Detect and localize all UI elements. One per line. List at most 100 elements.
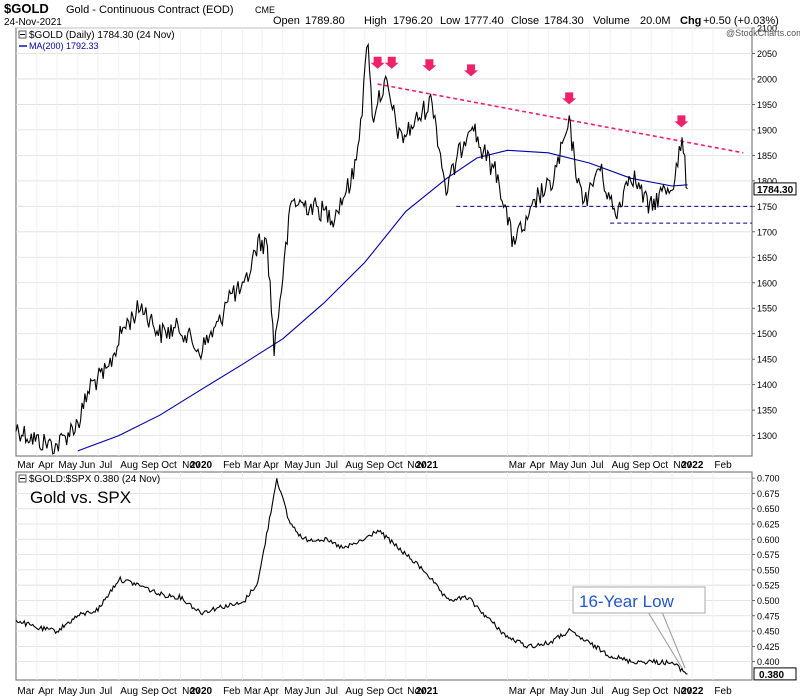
price-x-tick-label: Jun [571, 460, 587, 471]
price-x-tick-label: Jul [325, 460, 338, 471]
ratio-x-tick-label: Jul [591, 686, 604, 697]
ratio-tick-label: 0.400 [757, 657, 780, 667]
ratio-tick-label: 0.500 [757, 596, 780, 606]
price-badge-value: 1784.30 [757, 185, 794, 196]
price-x-tick-label: 2021 [416, 460, 439, 471]
callout-leader-line-2 [661, 611, 686, 669]
price-tick-label: 1700 [757, 227, 777, 237]
price-legend: $GOLD (Daily) 1784.30 (24 Nov) MA(200) 1… [18, 30, 175, 51]
price-x-tick-label: Aug [120, 460, 138, 471]
ma200-line [77, 149, 688, 452]
ratio-x-tick-label: 2022 [681, 686, 704, 697]
ratio-x-tick-label: Oct [161, 686, 177, 697]
price-x-tick-label: Oct [161, 460, 177, 471]
price-x-tick-label: Apr [263, 460, 279, 471]
price-x-tick-label: May [550, 460, 569, 471]
down-arrow-icon [422, 59, 437, 72]
price-last-value-badge: 1784.30 [753, 182, 797, 196]
ratio-x-tick-label: Mar [244, 686, 262, 697]
callout-box [572, 586, 706, 614]
price-x-tick-label: May [284, 460, 303, 471]
price-x-tick-label: Sep [366, 460, 384, 471]
price-x-tick-label: Nov [673, 460, 691, 471]
header-high-label: High [364, 15, 387, 27]
ratio-tick-label: 0.600 [757, 535, 780, 545]
callout-leader-line [647, 611, 683, 669]
price-tick-label: 1350 [757, 406, 777, 416]
ratio-x-tick-label: Sep [632, 686, 650, 697]
price-x-tick-label: Aug [345, 460, 363, 471]
gold-spx-ratio-line [15, 478, 688, 675]
ratio-x-tick-label: May [550, 686, 569, 697]
ratio-tick-label: 0.550 [757, 565, 780, 575]
price-x-tick-label: Jul [591, 460, 604, 471]
header-open-label: Open [273, 15, 300, 27]
price-x-tick-label: Mar [244, 460, 262, 471]
ratio-tick-label: 0.525 [757, 581, 780, 591]
down-arrow-icon [384, 56, 399, 69]
ratio-tick-label: 0.575 [757, 550, 780, 560]
price-tick-label: 1650 [757, 253, 777, 263]
ratio-x-tick-label: Jul [325, 686, 338, 697]
ratio-tick-label: 0.475 [757, 611, 780, 621]
ratio-x-tick-label: Nov [407, 686, 425, 697]
price-x-tick-label: Nov [182, 460, 200, 471]
down-arrow-icon [674, 115, 689, 128]
ratio-badge-box [753, 667, 797, 681]
ratio-badge-value: 0.380 [759, 670, 784, 681]
header-volume-value: 20.0M [640, 15, 671, 27]
price-x-tick-label: Jun [79, 460, 95, 471]
ratio-x-tick-label: Apr [263, 686, 279, 697]
header-chg-label: Chg [680, 15, 701, 27]
price-tick-label: 1500 [757, 329, 777, 339]
down-arrow-icon [370, 56, 385, 69]
price-tick-label: 1950 [757, 100, 777, 110]
ratio-x-tick-label: Mar [509, 686, 527, 697]
price-tick-label: 1550 [757, 304, 777, 314]
ratio-tick-label: 0.625 [757, 520, 780, 530]
header-low-label: Low [440, 15, 460, 27]
price-grid [16, 27, 752, 456]
watermark: @StockCharts.com [726, 28, 800, 38]
price-x-tick-label: May [58, 460, 77, 471]
price-tick-label: 1600 [757, 278, 777, 288]
price-x-tick-label: 2022 [681, 460, 704, 471]
ratio-x-tick-label: May [284, 686, 303, 697]
price-tick-label: 1450 [757, 355, 777, 365]
header-close-value: 1784.30 [544, 15, 584, 27]
ratio-panel: 0.400 0.425 0.450 0.475 0.500 0.525 0.550 0.575… [15, 471, 797, 681]
legend-swatch-gold [18, 30, 27, 39]
ratio-y-ticks: 0.400 0.425 0.450 0.475 0.500 0.525 0.550 0.575… [752, 474, 780, 667]
price-x-tick-label: Nov [407, 460, 425, 471]
price-tick-label: 1400 [757, 380, 777, 390]
header-name: Gold - Continuous Contract (EOD) [66, 4, 234, 16]
price-x-tick-label: 2020 [190, 460, 213, 471]
header-low-value: 1777.40 [464, 15, 504, 27]
ratio-x-tick-label: Jul [99, 686, 112, 697]
price-tick-label: 2100 [757, 24, 777, 34]
ratio-x-tick-label: Oct [387, 686, 403, 697]
price-tick-label: 1850 [757, 151, 777, 161]
price-x-tick-label: Jul [99, 460, 112, 471]
ratio-x-tick-label: Jun [304, 686, 320, 697]
ratio-x-tick-label: Nov [182, 686, 200, 697]
ratio-x-tick-label: Feb [714, 686, 732, 697]
ratio-last-value-badge: 0.380 [753, 667, 797, 681]
price-x-tick-label: Sep [141, 460, 159, 471]
price-x-tick-label: Apr [38, 460, 54, 471]
ratio-panel-title: Gold vs. SPX [30, 488, 131, 507]
price-annotations [370, 56, 752, 224]
sixteen-year-low-callout: 16-Year Low [572, 586, 706, 669]
legend-gold: $GOLD (Daily) 1784.30 (24 Nov) [29, 30, 175, 41]
callout-text: 16-Year Low [579, 592, 675, 611]
legend-swatch-ratio [18, 474, 27, 483]
ratio-x-tick-label: Mar [17, 686, 35, 697]
header-high-value: 1796.20 [393, 15, 433, 27]
price-x-tick-label: Feb [223, 460, 241, 471]
ratio-x-tick-label: Sep [366, 686, 384, 697]
price-x-tick-label: Oct [387, 460, 403, 471]
price-x-tick-label: Apr [530, 460, 546, 471]
